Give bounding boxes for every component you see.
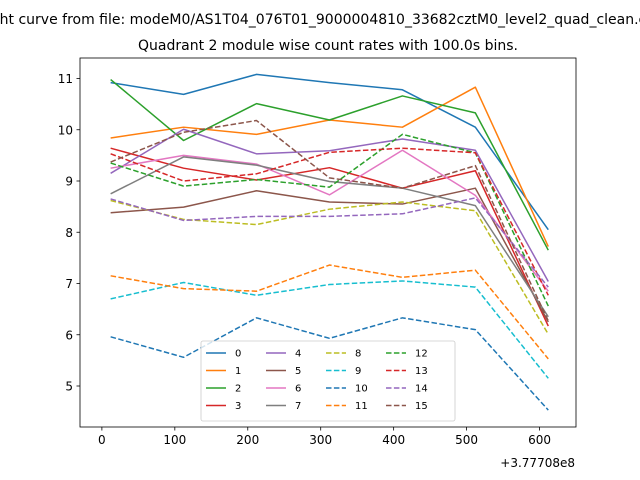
series-line-2 [110,78,549,251]
x-tick-label: 600 [528,433,551,447]
series-line-13 [110,147,549,296]
legend-box [200,340,456,422]
y-tick-label: 9 [65,175,73,189]
axes-frame [79,57,577,428]
legend-label-6: 6 [295,384,301,395]
axes-spines [79,57,577,428]
series-line-10 [110,317,549,411]
series-line-5 [110,187,549,323]
legend-label-7: 7 [295,401,301,412]
y-tick-label: 5 [65,380,73,394]
x-axis-offset-label: +3.77708e8 [500,456,575,470]
legend-label-13: 13 [415,366,428,377]
y-tick-label: 6 [65,328,73,342]
y-tick-label: 8 [65,226,73,240]
legend-label-9: 9 [355,366,361,377]
y-axis-ticks: 5 6 7 8 9 10 11 [58,72,80,394]
series-line-14 [110,197,549,288]
series-line-3 [110,147,549,327]
legend-label-11: 11 [355,401,368,412]
series-line-9 [110,280,549,379]
chart-title: Quadrant 2 module wise count rates with … [138,38,518,54]
legend-label-10: 10 [355,384,368,395]
series-line-0 [110,73,549,231]
x-tick-label: 500 [455,433,478,447]
series-line-4 [110,128,549,282]
legend-label-15: 15 [415,401,428,412]
series-line-7 [110,156,549,318]
series-line-11 [110,264,549,360]
y-tick-label: 10 [58,123,73,137]
x-tick-label: 100 [163,433,186,447]
legend-label-0: 0 [235,349,241,360]
legend-label-3: 3 [235,401,241,412]
x-tick-label: 400 [382,433,405,447]
series-line-8 [110,199,549,335]
y-tick-label: 7 [65,277,73,291]
legend-label-1: 1 [235,366,241,377]
legend-label-8: 8 [355,349,361,360]
y-tick-label: 11 [58,72,73,86]
legend-label-5: 5 [295,366,301,377]
legend-label-14: 14 [415,384,428,395]
series-line-6 [110,149,549,292]
x-tick-label: 200 [236,433,259,447]
legend-label-12: 12 [415,349,428,360]
series-layer [110,73,549,411]
x-tick-label: 300 [309,433,332,447]
x-tick-label: 0 [98,433,106,447]
x-axis-ticks: 0 100 200 300 400 500 600 [98,427,551,447]
series-line-15 [110,119,549,322]
chart-suptitle: Light curve from file: modeM0/AS1T04_076… [0,12,640,28]
legend-label-2: 2 [235,384,241,395]
legend-label-4: 4 [295,349,301,360]
